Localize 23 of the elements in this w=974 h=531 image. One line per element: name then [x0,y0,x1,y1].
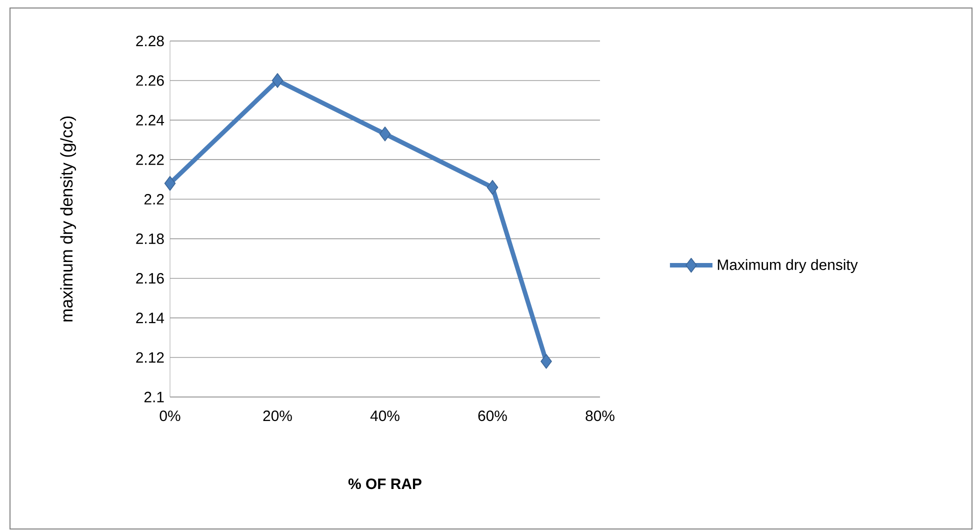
y-tick-label: 2.26 [136,75,164,86]
y-tick-label: 2.14 [136,312,164,324]
point [379,126,391,142]
point [540,354,552,369]
y-axis-title: maximum dry density (g/cc) [60,116,76,322]
point [164,176,176,191]
y-tick-label: 2.16 [136,273,164,284]
y-tick-label: 2.28 [136,36,164,46]
y-tick-label: 2.22 [136,154,164,165]
y-tick-label: 2.12 [136,352,164,363]
x-tick-label: 0% [160,410,180,422]
x-axis-title: % OF RAP [348,478,422,490]
x-tick-label: 40% [370,410,400,422]
y-tick-label: 2.2 [144,194,164,204]
x-tick-label: 20% [263,410,292,422]
y-tick-label: 2.18 [136,233,164,244]
y-tick-label: 2.1 [144,392,164,402]
y-tick-label: 2.24 [136,114,164,126]
x-tick-label: 60% [478,410,507,422]
point [486,180,498,195]
x-tick-label: 80% [586,410,614,422]
legend-label: Maximum dry density [718,259,858,274]
point [272,73,284,88]
